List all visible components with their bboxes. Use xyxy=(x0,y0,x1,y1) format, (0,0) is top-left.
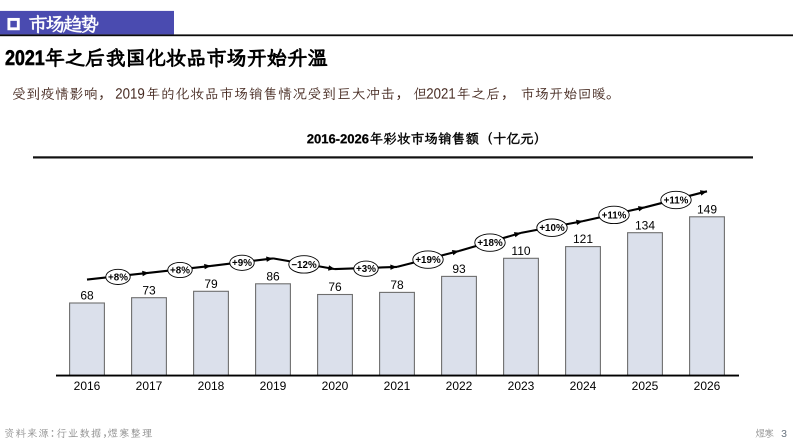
svg-text:68: 68 xyxy=(80,289,94,303)
svg-text:79: 79 xyxy=(204,277,218,291)
svg-text:2023: 2023 xyxy=(508,379,535,393)
svg-text:+3%: +3% xyxy=(356,264,376,275)
svg-text:76: 76 xyxy=(328,280,342,294)
svg-text:3: 3 xyxy=(781,428,787,440)
svg-text:2021: 2021 xyxy=(384,379,411,393)
svg-text:2025: 2025 xyxy=(632,379,659,393)
svg-text:93: 93 xyxy=(452,262,466,276)
svg-text:+9%: +9% xyxy=(232,258,252,269)
svg-text:2016: 2016 xyxy=(74,379,101,393)
svg-text:2024: 2024 xyxy=(570,379,597,393)
svg-text:2017: 2017 xyxy=(136,379,163,393)
svg-text:86: 86 xyxy=(266,269,280,283)
svg-text:121: 121 xyxy=(573,232,593,246)
svg-text:149: 149 xyxy=(697,202,717,216)
svg-text:2026: 2026 xyxy=(694,379,721,393)
svg-text:+18%: +18% xyxy=(477,238,503,249)
svg-text:+8%: +8% xyxy=(170,265,190,276)
svg-text:−12%: −12% xyxy=(291,260,317,271)
svg-text:78: 78 xyxy=(390,278,404,292)
svg-text:2020: 2020 xyxy=(322,379,349,393)
svg-text:+11%: +11% xyxy=(602,210,627,221)
svg-text:+11%: +11% xyxy=(664,195,689,206)
svg-text:2018: 2018 xyxy=(198,379,225,393)
svg-text:+8%: +8% xyxy=(108,272,128,283)
svg-text:+19%: +19% xyxy=(415,255,441,266)
svg-text:134: 134 xyxy=(635,218,655,232)
svg-text:2019: 2019 xyxy=(260,379,287,393)
svg-text:73: 73 xyxy=(142,283,156,297)
svg-text:110: 110 xyxy=(511,244,530,258)
svg-text:+10%: +10% xyxy=(539,223,565,234)
svg-text:2022: 2022 xyxy=(446,379,473,393)
